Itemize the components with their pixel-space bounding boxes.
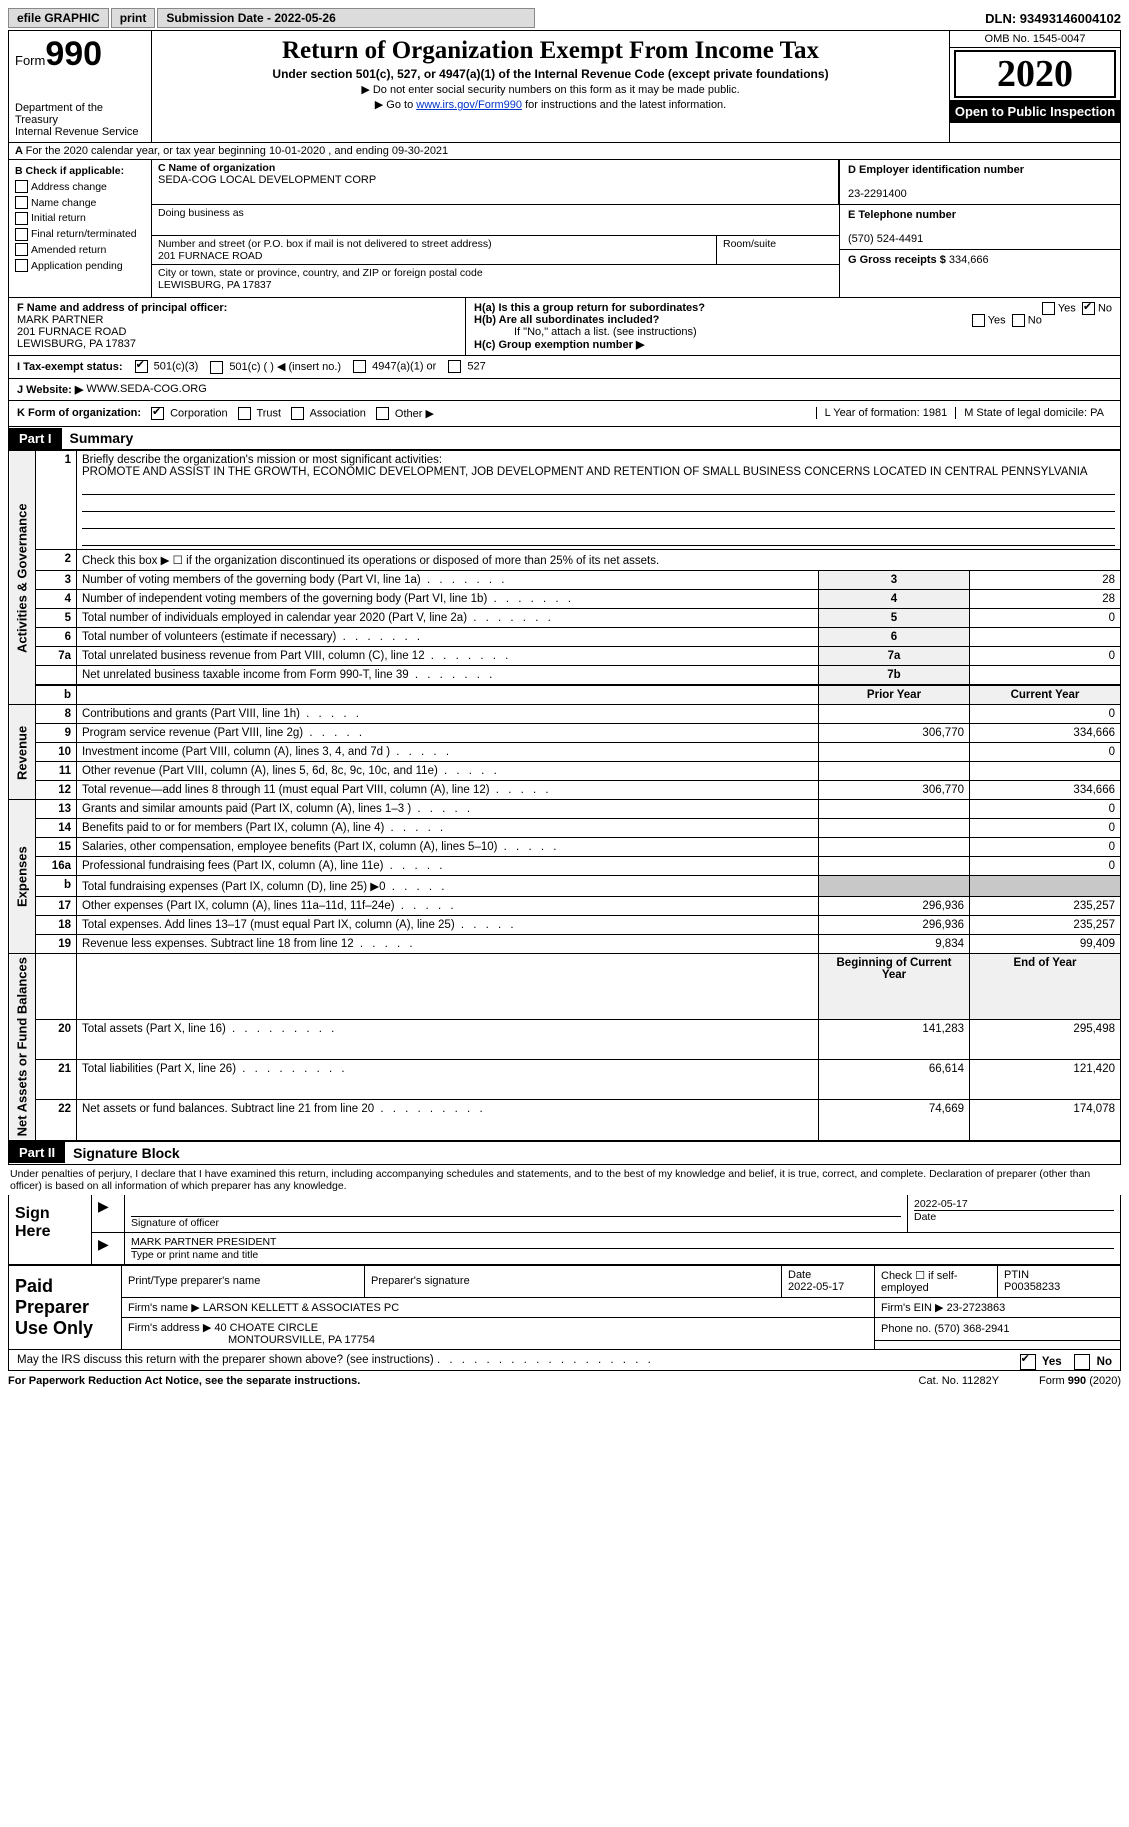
submission-date: Submission Date - 2022-05-26 xyxy=(157,8,535,28)
page-footer: For Paperwork Reduction Act Notice, see … xyxy=(8,1371,1121,1387)
tax-exempt-row: I Tax-exempt status: 501(c)(3) 501(c) ( … xyxy=(8,356,1121,379)
summary-table: Activities & Governance 1 Briefly descri… xyxy=(8,450,1121,1140)
signature-section: Sign Here ▶ Signature of officer 2022-05… xyxy=(8,1195,1121,1265)
website-row: J Website: ▶ WWW.SEDA-COG.ORG xyxy=(8,379,1121,401)
note-ssn: ▶ Do not enter social security numbers o… xyxy=(160,83,941,96)
line-a: A For the 2020 calendar year, or tax yea… xyxy=(8,143,1121,160)
part1-header: Part I Summary xyxy=(8,427,1121,450)
form-header: Form990 Department of the Treasury Inter… xyxy=(8,30,1121,143)
part2-header: Part II Signature Block xyxy=(8,1141,1121,1165)
state-domicile: M State of legal domicile: PA xyxy=(955,407,1112,419)
paid-preparer-label: Paid Preparer Use Only xyxy=(9,1265,122,1349)
form-org-row: K Form of organization: Corporation Trus… xyxy=(8,401,1121,428)
city-field: City or town, state or province, country… xyxy=(152,265,839,297)
firm-name: LARSON KELLETT & ASSOCIATES PC xyxy=(203,1302,399,1314)
efile-button[interactable]: efile GRAPHIC xyxy=(8,8,109,28)
public-inspection: Open to Public Inspection xyxy=(950,100,1120,123)
sign-here-label: Sign Here xyxy=(9,1195,92,1264)
discuss-row: May the IRS discuss this return with the… xyxy=(8,1350,1121,1371)
top-toolbar: efile GRAPHIC print Submission Date - 20… xyxy=(8,8,1121,28)
room-field: Room/suite xyxy=(716,236,839,264)
dba-field: Doing business as xyxy=(152,205,839,236)
paid-preparer-table: Paid Preparer Use Only Print/Type prepar… xyxy=(8,1265,1121,1350)
form-prefix: Form xyxy=(15,53,45,68)
officer-group-row: F Name and address of principal officer:… xyxy=(8,298,1121,356)
note-link: ▶ Go to www.irs.gov/Form990 for instruct… xyxy=(160,98,941,111)
box-b: B Check if applicable: Address change Na… xyxy=(9,160,152,297)
irs-link[interactable]: www.irs.gov/Form990 xyxy=(416,99,522,111)
officer-name: MARK PARTNER PRESIDENT xyxy=(131,1236,276,1248)
tax-year: 2020 xyxy=(954,50,1116,98)
ein-field: D Employer identification number 23-2291… xyxy=(840,160,1120,205)
print-button[interactable]: print xyxy=(111,8,156,28)
dept-treasury: Department of the Treasury Internal Reve… xyxy=(15,102,145,138)
dln-label: DLN: 93493146004102 xyxy=(985,11,1121,26)
gross-receipts: G Gross receipts $ 334,666 xyxy=(840,250,1120,270)
form-title: Return of Organization Exempt From Incom… xyxy=(160,37,941,65)
sign-date: 2022-05-17 xyxy=(914,1198,968,1210)
year-formation: L Year of formation: 1981 xyxy=(816,407,956,419)
street-field: Number and street (or P.O. box if mail i… xyxy=(152,236,716,264)
entity-block: B Check if applicable: Address change Na… xyxy=(8,160,1121,298)
perjury-statement: Under penalties of perjury, I declare th… xyxy=(8,1165,1121,1195)
omb-number: OMB No. 1545-0047 xyxy=(950,31,1120,48)
group-return: H(a) Is this a group return for subordin… xyxy=(466,298,1120,355)
phone-field: E Telephone number (570) 524-4491 xyxy=(840,205,1120,250)
form-number: 990 xyxy=(45,35,102,73)
principal-officer: F Name and address of principal officer:… xyxy=(9,298,466,355)
form-subtitle: Under section 501(c), 527, or 4947(a)(1)… xyxy=(160,67,941,81)
org-name-field: C Name of organization SEDA-COG LOCAL DE… xyxy=(152,160,839,205)
